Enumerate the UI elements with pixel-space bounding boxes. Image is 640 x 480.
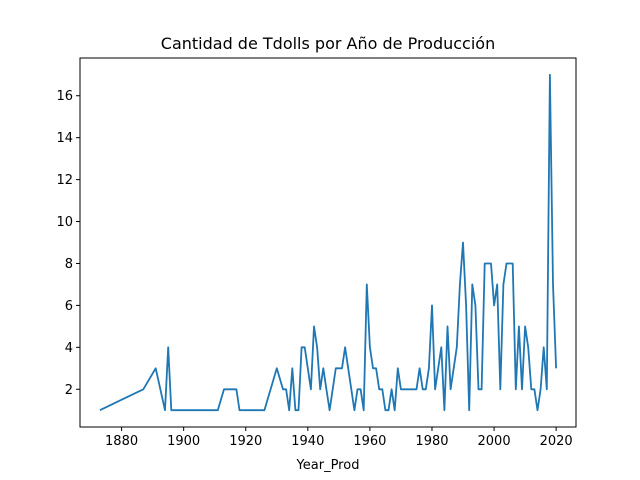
x-tick-label: 1980	[415, 434, 448, 449]
y-tick-label: 6	[65, 299, 73, 314]
x-tick-label: 1900	[167, 434, 200, 449]
x-tick-label: 1940	[291, 434, 324, 449]
y-axis: 2 4 6 8 10 12 14 16	[56, 89, 80, 398]
y-tick-label: 14	[56, 131, 73, 146]
chart-title: Cantidad de Tdolls por Año de Producción	[161, 34, 495, 53]
x-tick-label: 2000	[478, 434, 511, 449]
series-line	[99, 73, 557, 412]
y-tick-label: 4	[65, 341, 73, 356]
x-axis-label: Year_Prod	[296, 458, 360, 473]
y-tick-label: 10	[56, 215, 73, 230]
x-tick-label: 1880	[105, 434, 138, 449]
x-tick-label: 1920	[229, 434, 262, 449]
x-axis: 1880 1900 1920 1940 1960 1980 2000 2020	[105, 427, 573, 449]
y-tick-label: 8	[65, 257, 73, 272]
y-tick-label: 12	[56, 173, 73, 188]
y-tick-label: 2	[65, 383, 73, 398]
x-tick-label: 1960	[353, 434, 386, 449]
x-tick-label: 2020	[540, 434, 573, 449]
y-tick-label: 16	[56, 89, 73, 104]
plot-frame	[79, 57, 577, 428]
